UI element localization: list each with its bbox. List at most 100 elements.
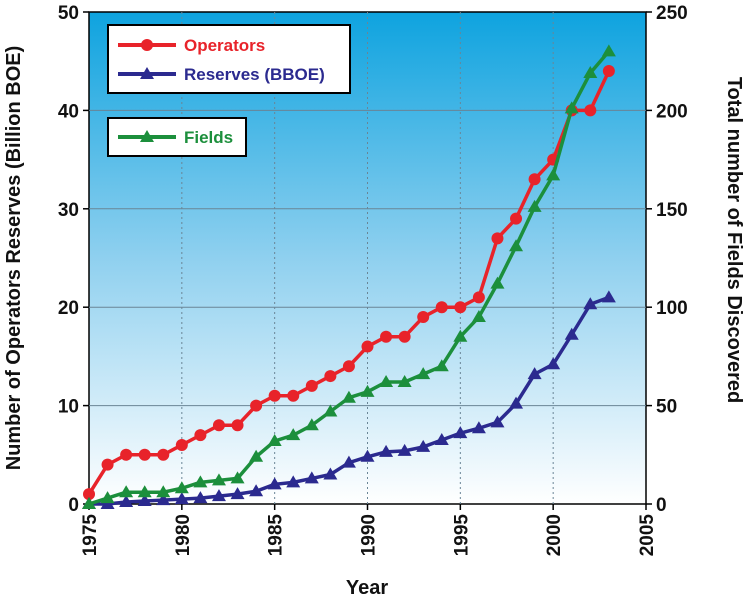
fields-point (156, 485, 171, 498)
fields-point (360, 384, 375, 397)
series-layer (82, 44, 616, 509)
x-axis-title: Year (346, 577, 388, 599)
x-tick-label: 1985 (266, 514, 287, 557)
fields-point (211, 473, 226, 486)
operators-point (250, 399, 263, 412)
reserves-bboe-point (156, 493, 171, 506)
reserves-bboe-point (286, 475, 301, 488)
reserves-bboe-point (509, 396, 524, 409)
fields-point (509, 239, 524, 252)
fields-point (397, 374, 412, 387)
fields-point (193, 475, 208, 488)
operators-point (342, 360, 355, 373)
operators-point (120, 448, 133, 461)
operators-point (417, 311, 430, 324)
operators-point (454, 301, 467, 314)
reserves-bboe-point (304, 471, 319, 484)
y-axis-left-title: Number of Operators Reserves (Billion BO… (3, 46, 25, 471)
x-tick-label: 1975 (80, 514, 101, 557)
operators-point (398, 330, 411, 343)
reserves-bboe-point (249, 484, 264, 497)
x-tick-label: 2005 (637, 514, 658, 557)
fields-point (323, 404, 338, 417)
y-left-tick-label: 30 (58, 200, 79, 221)
legend-box-1: Operators Reserves (BBOE) (107, 24, 351, 94)
reserves-bboe-point (416, 439, 431, 452)
fields-point (564, 101, 579, 114)
operators-point (212, 419, 225, 432)
legend-operators-label: Operators (184, 36, 265, 55)
fields-point (137, 485, 152, 498)
x-tick-label: 1990 (359, 514, 380, 556)
fields-point (267, 434, 282, 447)
x-tick-label: 1995 (451, 514, 472, 557)
legend-fields-label: Fields (184, 128, 233, 147)
operators-point (287, 389, 300, 402)
reserves-bboe-point (490, 415, 505, 428)
fields-point (379, 374, 394, 387)
reserves-bboe-point (174, 492, 189, 505)
fields-point (601, 44, 616, 57)
y-left-tick-label: 50 (58, 3, 79, 24)
legend-reserves-marker (140, 67, 154, 79)
fields-point (249, 449, 264, 462)
operators-point (101, 458, 114, 471)
fields-point (471, 310, 486, 323)
y-right-tick-label: 50 (656, 397, 677, 418)
reserves-bboe-point (564, 327, 579, 340)
reserves-bboe-point (583, 297, 598, 310)
reserves-bboe-point (527, 367, 542, 380)
fields-point (341, 390, 356, 403)
fields-point (100, 491, 115, 504)
operators-point (138, 448, 151, 461)
fields-point (230, 471, 245, 484)
fields-point (286, 428, 301, 441)
operators-point (231, 419, 244, 432)
reserves-bboe-point (601, 290, 616, 303)
y-right-tick-label: 250 (656, 3, 688, 24)
reserves-bboe-point (267, 477, 282, 490)
operators-point (305, 379, 318, 392)
operators-point (324, 370, 337, 383)
operators-point (528, 173, 541, 186)
legend-box-2: Fields (107, 117, 247, 157)
operators-point (268, 389, 281, 402)
fields-point (490, 276, 505, 289)
x-tick-label: 2000 (544, 514, 565, 556)
reserves-bboe-point (546, 357, 561, 370)
fields-point (174, 481, 189, 494)
legend-fields-marker (140, 130, 154, 142)
reserves-bboe-point (341, 455, 356, 468)
fields-point (416, 367, 431, 380)
fields-point (304, 418, 319, 431)
reserves-bboe-point (379, 444, 394, 457)
y-left-tick-label: 0 (68, 495, 79, 516)
legend-operators-marker (141, 39, 153, 51)
reserves-bboe-point (323, 467, 338, 480)
reserves-bboe-point (119, 495, 134, 508)
operators-point (83, 488, 95, 501)
x-tick-label: 1980 (173, 514, 194, 556)
legend-box-1-frame (107, 24, 351, 94)
operators-point (361, 340, 374, 353)
y-right-tick-label: 0 (656, 495, 667, 516)
operators-point (472, 291, 485, 304)
reserves-bboe-point (471, 421, 486, 434)
grid-lines (89, 12, 646, 504)
operators-point (510, 212, 523, 225)
reserves-bboe-point (453, 426, 468, 439)
reserves-bboe-point (360, 449, 375, 462)
operators-point (602, 65, 615, 78)
y-right-tick-label: 200 (656, 101, 688, 122)
reserves-bboe-point (137, 494, 152, 507)
fields-point (434, 359, 449, 372)
operators-point (491, 232, 504, 245)
fields-point (453, 329, 468, 342)
reserves-bboe-point (397, 443, 412, 456)
y-left-tick-label: 20 (58, 298, 79, 319)
reserves-bboe-point (193, 491, 208, 504)
fields-point (82, 497, 96, 509)
operators-point (435, 301, 448, 314)
operators-point (175, 438, 188, 451)
